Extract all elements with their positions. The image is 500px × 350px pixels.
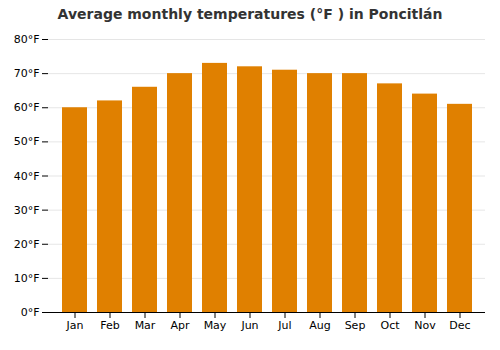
svg-text:20°F: 20°F	[14, 238, 40, 251]
svg-text:Sep: Sep	[345, 319, 366, 332]
svg-text:70°F: 70°F	[14, 67, 40, 80]
svg-text:0°F: 0°F	[21, 306, 40, 319]
svg-text:80°F: 80°F	[14, 33, 40, 46]
svg-text:Dec: Dec	[449, 319, 470, 332]
svg-text:Jan: Jan	[66, 319, 84, 332]
svg-text:Mar: Mar	[135, 319, 156, 332]
svg-text:40°F: 40°F	[14, 170, 40, 183]
svg-text:May: May	[204, 319, 227, 332]
svg-text:Jun: Jun	[240, 319, 258, 332]
svg-text:Oct: Oct	[380, 319, 400, 332]
svg-text:10°F: 10°F	[14, 272, 40, 285]
svg-text:30°F: 30°F	[14, 204, 40, 217]
svg-text:Aug: Aug	[309, 319, 330, 332]
svg-text:50°F: 50°F	[14, 135, 40, 148]
svg-text:Nov: Nov	[414, 319, 436, 332]
svg-text:Jul: Jul	[277, 319, 291, 332]
html-text:Average monthly temperatures (: Average monthly temperatures (°F ) in Po…	[57, 6, 443, 22]
svg-text:60°F: 60°F	[14, 101, 40, 114]
svg-text:Feb: Feb	[100, 319, 119, 332]
svg-text:Apr: Apr	[170, 319, 190, 332]
